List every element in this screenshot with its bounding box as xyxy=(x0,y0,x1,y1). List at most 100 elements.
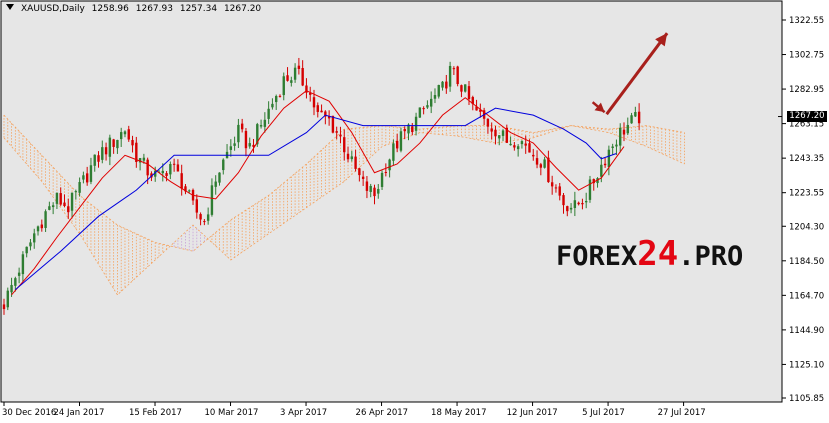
bear-candle xyxy=(494,129,497,137)
bull-candle xyxy=(520,141,524,145)
bear-candle xyxy=(286,75,289,81)
bull-candle xyxy=(138,158,142,163)
bull-candle xyxy=(600,164,603,177)
bull-candle xyxy=(25,246,28,254)
x-tick-label: 15 Feb 2017 xyxy=(129,408,182,418)
bull-candle xyxy=(55,192,59,204)
bear-candle xyxy=(59,193,62,205)
bear-candle xyxy=(411,126,414,132)
bear-candle xyxy=(475,106,478,111)
y-tick-label: 1105.85 xyxy=(789,394,824,404)
bear-candle xyxy=(320,110,323,113)
bear-candle xyxy=(513,145,516,148)
bull-candle xyxy=(267,108,270,119)
bear-candle xyxy=(180,173,183,189)
bear-candle xyxy=(40,224,44,229)
bear-candle xyxy=(203,221,206,223)
low-value: 1257.34 xyxy=(179,4,218,14)
bear-candle xyxy=(581,202,584,205)
bull-candle xyxy=(51,205,55,208)
bull-candle xyxy=(259,125,263,127)
bull-candle xyxy=(169,164,172,175)
bear-candle xyxy=(358,168,361,176)
logo-prefix: FOREX xyxy=(556,241,638,272)
ichimoku-cloud xyxy=(3,114,685,296)
collapse-triangle-icon[interactable] xyxy=(6,4,14,10)
bull-candle xyxy=(388,159,391,171)
bear-candle xyxy=(131,140,134,146)
price-axis: 1322.55 1302.75 1282.95 1263.15 1243.35 1223.… xyxy=(782,16,824,404)
bear-candle xyxy=(172,163,176,165)
bear-candle xyxy=(622,129,626,135)
bear-candle xyxy=(252,144,255,147)
bull-candle xyxy=(214,181,217,187)
bull-candle xyxy=(89,165,93,182)
bull-candle xyxy=(619,127,622,146)
bear-candle xyxy=(471,97,474,105)
bull-candle xyxy=(44,211,47,228)
bear-candle xyxy=(505,127,509,143)
bear-candle xyxy=(422,108,425,110)
bear-candle xyxy=(528,143,531,153)
bull-candle xyxy=(380,172,384,187)
bear-candle xyxy=(309,92,312,95)
bear-candle xyxy=(532,154,535,157)
close-value: 1267.20 xyxy=(223,4,262,14)
kijun-sen-line xyxy=(15,107,617,290)
bull-candle xyxy=(611,146,614,149)
bear-candle xyxy=(104,147,108,155)
bull-candle xyxy=(369,185,372,192)
bull-candle xyxy=(233,143,236,146)
bear-candle xyxy=(365,181,369,191)
y-tick-label: 1282.95 xyxy=(789,85,824,95)
bear-candle xyxy=(346,153,350,160)
bull-candle xyxy=(509,143,512,146)
x-tick-label: 5 Jul 2017 xyxy=(582,408,625,418)
bear-candle xyxy=(373,187,376,197)
bear-candle xyxy=(354,156,357,169)
bear-candle xyxy=(2,304,6,310)
symbol-label: XAUUSD,Daily xyxy=(21,4,85,14)
bear-candle xyxy=(97,155,100,162)
bull-candle xyxy=(14,278,17,286)
bear-candle xyxy=(301,68,304,86)
y-tick-label: 1322.55 xyxy=(789,16,824,26)
bear-candle xyxy=(550,182,554,187)
forecast-arrow-head xyxy=(655,33,668,47)
bear-candle xyxy=(240,123,244,130)
bull-candle xyxy=(399,131,403,151)
indicator-lines xyxy=(11,90,782,296)
bear-candle xyxy=(637,111,641,124)
bull-candle xyxy=(607,149,611,167)
bull-candle xyxy=(142,157,146,161)
bear-candle xyxy=(395,140,399,149)
bull-candle xyxy=(6,290,9,308)
bull-candle xyxy=(188,190,191,192)
current-price-tag: 1267.20 xyxy=(787,110,827,122)
bull-candle xyxy=(418,107,422,118)
bear-candle xyxy=(460,85,463,92)
bull-candle xyxy=(123,131,127,135)
bear-candle xyxy=(67,206,70,213)
bear-candle xyxy=(305,85,308,93)
y-tick-label: 1164.70 xyxy=(789,291,824,301)
bull-candle xyxy=(350,156,354,160)
bull-candle xyxy=(441,81,444,88)
bear-candle xyxy=(486,118,490,127)
high-value: 1267.93 xyxy=(135,4,173,14)
bear-candle xyxy=(335,131,338,133)
bull-candle xyxy=(392,143,395,161)
logo-number: 24 xyxy=(637,234,679,274)
bear-candle xyxy=(558,186,561,196)
bull-candle xyxy=(70,192,74,211)
bull-candle xyxy=(256,124,259,145)
bull-candle xyxy=(630,115,633,124)
bear-candle xyxy=(297,65,301,69)
bull-candle xyxy=(437,84,440,97)
bear-candle xyxy=(445,81,448,89)
forecast-arrow-shaft xyxy=(605,32,669,116)
candles-layer xyxy=(2,57,641,315)
y-tick-label: 1243.35 xyxy=(789,154,824,164)
bear-candle xyxy=(479,109,482,112)
